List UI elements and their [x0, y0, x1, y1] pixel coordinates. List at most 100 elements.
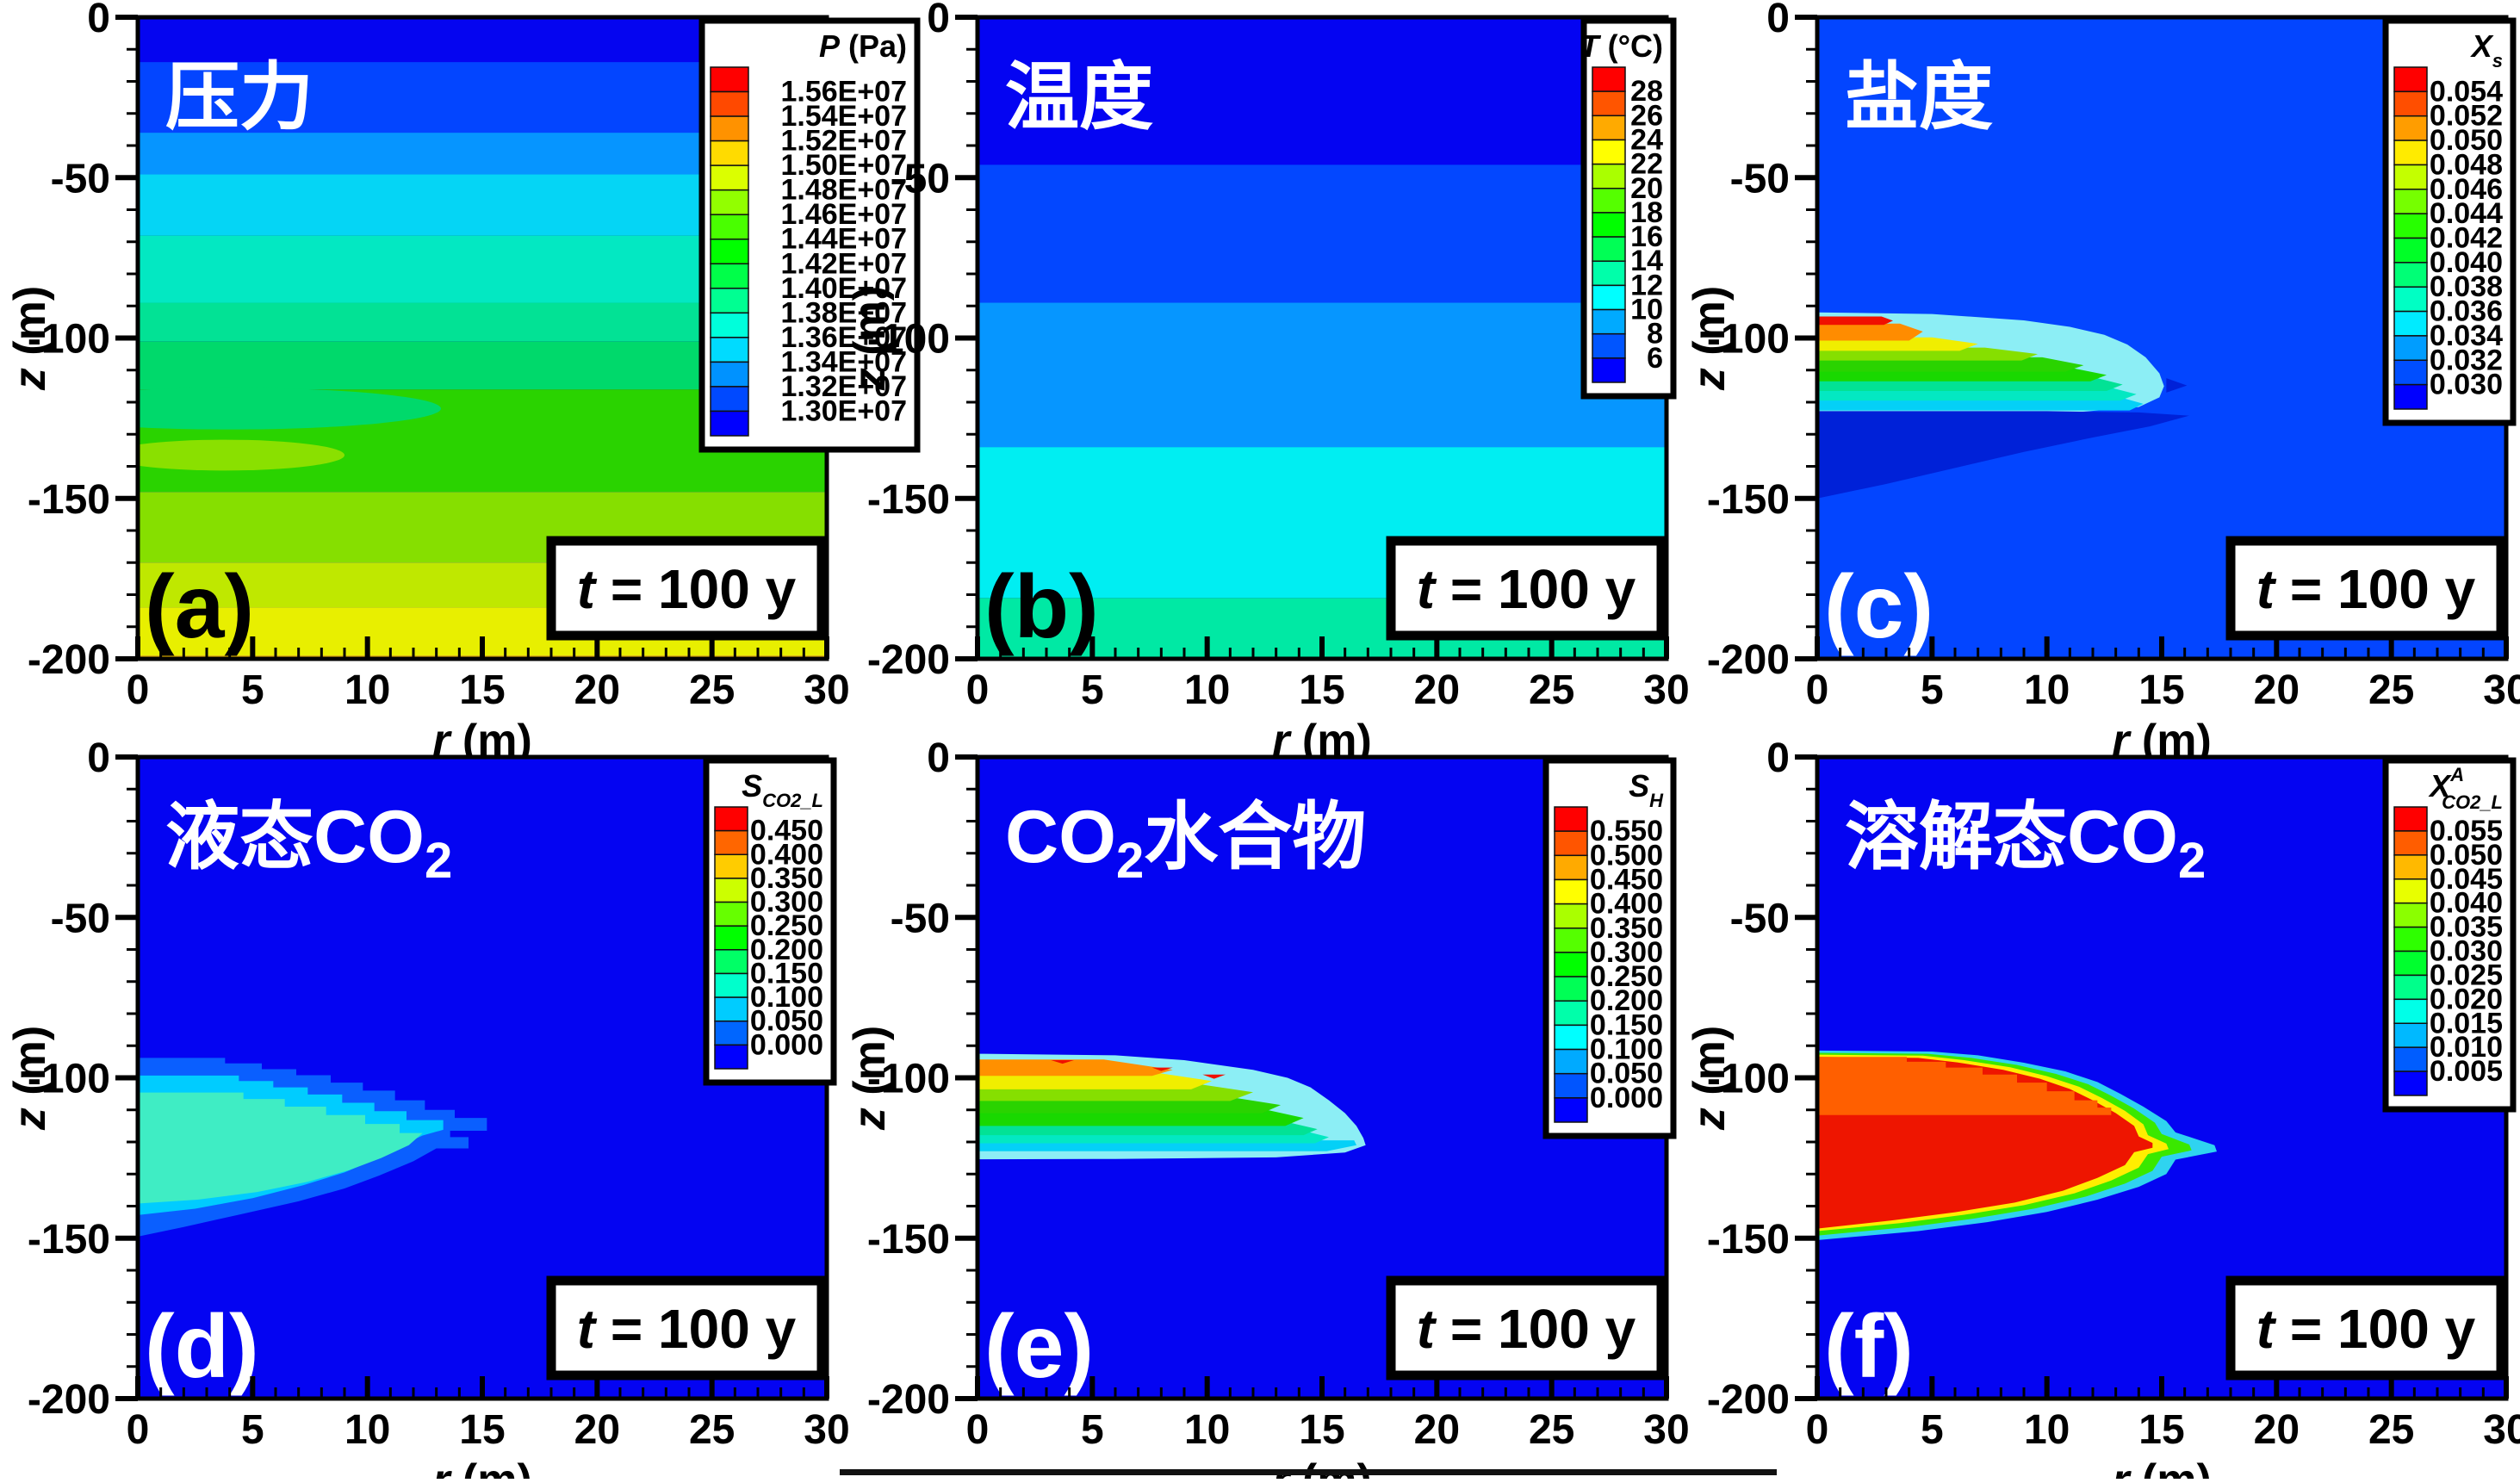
x-tick-label: 30 [1643, 1407, 1689, 1453]
y-axis-title: z (m) [5, 286, 55, 391]
y-axis-title: z (m) [845, 1026, 895, 1131]
colorbar-tick-label: 0.055 [2430, 815, 2503, 847]
x-tick-label: 25 [689, 1407, 735, 1453]
y-tick-label: 0 [87, 735, 110, 781]
colorbar: P (Pa)1.56E+071.54E+071.52E+071.50E+071.… [698, 17, 921, 453]
colorbar-tick-label: 0.400 [750, 838, 823, 871]
panel-title: 液态CO2 [165, 796, 452, 889]
y-tick-label: -200 [1707, 637, 1790, 683]
x-tick-label: 5 [241, 1407, 264, 1453]
colorbar-tick-label: 0.015 [2430, 1007, 2503, 1039]
colorbar-swatch [2393, 1046, 2428, 1072]
y-tick-label: 0 [927, 735, 950, 781]
colorbar-tick-label: 1.34E+07 [780, 345, 907, 378]
colorbar-swatch [1592, 66, 1626, 92]
y-tick-label: -150 [28, 1217, 110, 1263]
panel-letter: (e) [984, 1297, 1094, 1397]
x-axis-title: r (m) [2112, 1455, 2212, 1479]
colorbar-swatch [2393, 998, 2428, 1025]
colorbar-tick-label: 1.32E+07 [780, 370, 907, 403]
colorbar-swatch [2393, 189, 2428, 214]
colorbar-swatch [710, 90, 749, 117]
panel-b: 温度(b) t = 100 y0 5 10 15 20 25 30r (m)0-50-100-… [845, 0, 1690, 766]
colorbar-swatch [2393, 974, 2428, 1001]
x-tick-label: 5 [1921, 1407, 1944, 1453]
colorbar-tick-label: 0.044 [2430, 197, 2503, 230]
colorbar-tick-label: 24 [1630, 123, 1663, 156]
colorbar-swatch [2393, 90, 2428, 117]
colorbar-tick-label: 0.025 [2430, 959, 2503, 991]
colorbar-swatch [714, 949, 748, 975]
x-tick-label: 0 [127, 1407, 150, 1453]
y-tick-label: -50 [51, 896, 110, 941]
y-axis-title: z (m) [845, 286, 895, 391]
colorbar-tick-label: 0.035 [2430, 911, 2503, 944]
colorbar-tick-label: 16 [1630, 220, 1663, 253]
colorbar-swatch [714, 829, 748, 856]
colorbar-swatch [1554, 976, 1588, 1002]
y-tick-label: -200 [867, 1377, 950, 1423]
x-tick-label: 30 [804, 1407, 849, 1453]
y-tick-label: -100 [1707, 317, 1790, 363]
y-tick-label: -100 [28, 317, 110, 363]
colorbar-tick-label: 0.034 [2430, 320, 2503, 352]
colorbar-tick-label: 26 [1630, 99, 1663, 132]
colorbar-swatch [1592, 284, 1626, 311]
colorbar-tick-label: 0.046 [2430, 173, 2503, 206]
colorbar-tick-label: 0.150 [1590, 1008, 1663, 1041]
colorbar-swatch [2393, 237, 2428, 264]
colorbar-tick-label: 0.100 [1590, 1033, 1663, 1066]
y-tick-label: 0 [1766, 0, 1790, 41]
panel-title: 温度 [1005, 56, 1153, 139]
colorbar-swatch [1592, 188, 1626, 214]
contour-feature [1817, 323, 1923, 341]
panel-f: 溶解态CO2 (f) t = 100 y 0 5 10 15 20 25 30 r (m) 0 -50 -… [1685, 735, 2520, 1483]
x-tick-label: 15 [2138, 1407, 2184, 1453]
colorbar-tick-label: 0.400 [1590, 888, 1663, 921]
colorbar-swatch [1554, 806, 1588, 832]
colorbar-swatch [2393, 262, 2428, 288]
colorbar-swatch [710, 66, 749, 93]
time-label: t = 100 y [2256, 558, 2476, 620]
y-tick-label: -100 [1707, 1057, 1790, 1102]
colorbar-swatch [1592, 115, 1626, 141]
colorbar-swatch [710, 386, 749, 413]
colorbar-swatch [710, 140, 749, 166]
colorbar-tick-label: 0.550 [1590, 815, 1663, 847]
x-tick-label: 10 [1184, 1407, 1230, 1453]
colorbar-tick-label: 0.450 [1590, 863, 1663, 896]
time-box [546, 1275, 827, 1381]
colorbar-tick-label: 0.250 [1590, 960, 1663, 993]
colorbar-tick-label: 20 [1630, 172, 1663, 205]
colorbar-swatch [714, 878, 748, 903]
y-axis-title: z (m) [5, 1026, 55, 1131]
contour-feature [1817, 411, 2189, 499]
x-tick-label: 20 [574, 667, 620, 713]
contour-feature [978, 1059, 1173, 1077]
panel-title: 盐度 [1845, 56, 1993, 139]
y-tick-label: -50 [891, 896, 950, 941]
panel-title: 溶解态CO2 [1845, 796, 2206, 889]
x-tick-label: 25 [1529, 1407, 1574, 1453]
contour-feature [1151, 1067, 1173, 1071]
colorbar-swatch [2393, 359, 2428, 386]
panel-letter: (f) [1824, 1297, 1914, 1397]
contour-band [978, 302, 1667, 448]
colorbar-swatch [710, 263, 749, 289]
y-tick-label: 0 [87, 0, 110, 41]
colorbar-swatch [710, 312, 749, 338]
y-tick-label: -50 [51, 156, 110, 202]
contour-feature [1202, 1074, 1226, 1079]
y-tick-label: -100 [867, 1057, 950, 1102]
colorbar-tick-label: 14 [1630, 245, 1663, 277]
contour-feature [1817, 1057, 2112, 1115]
colorbar: Xs0.0540.0520.0500.0480.0460.0440.0420.0… [2382, 17, 2517, 426]
contour-feature [2166, 378, 2188, 393]
colorbar-tick-label: 1.48E+07 [780, 174, 907, 207]
colorbar-tick-label: 0.150 [750, 957, 823, 990]
colorbar-tick-label: 0.038 [2430, 270, 2503, 303]
colorbar-swatch [1554, 903, 1588, 929]
colorbar-tick-label: 0.200 [1590, 984, 1663, 1017]
colorbar-swatch [710, 288, 749, 314]
colorbar-swatch [2393, 115, 2428, 141]
